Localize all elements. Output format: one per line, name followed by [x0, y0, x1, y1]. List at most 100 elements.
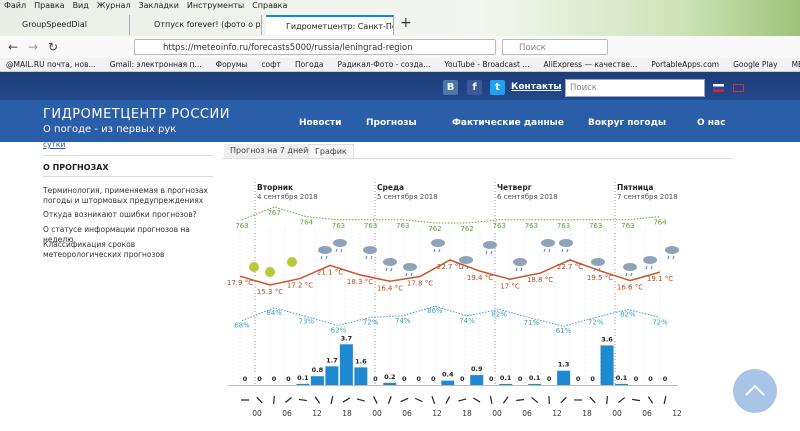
precipitation-label: 0 — [243, 375, 248, 383]
sun-icon — [249, 262, 259, 272]
precipitation-label: 3.6 — [601, 335, 613, 343]
nav-item[interactable]: Вокруг погоды — [588, 118, 666, 128]
temperature-label: 16.4 °C — [377, 284, 403, 292]
forecast-tab[interactable]: Прогноз на 7 дней — [224, 144, 315, 158]
temperature-label: 17.9 °C — [227, 279, 253, 287]
bookmark[interactable]: Gmail: электронная п... — [109, 60, 202, 69]
site-search[interactable]: Поиск — [565, 79, 705, 97]
wind-arrow — [589, 396, 596, 404]
flag-en[interactable] — [733, 84, 744, 92]
wind-arrow — [330, 395, 334, 405]
rain-icon — [520, 267, 523, 272]
nav-item[interactable]: Прогнозы — [366, 118, 417, 128]
menu-item[interactable]: Закладки — [138, 1, 179, 10]
humidity-label: 73% — [299, 318, 315, 326]
contacts-link[interactable]: Контакты — [511, 82, 562, 92]
twitter-icon[interactable]: t — [490, 80, 505, 95]
wind-arrow — [560, 396, 567, 404]
nav-item[interactable]: Новости — [299, 118, 342, 128]
precipitation-label: 0 — [431, 375, 436, 383]
flag-ru[interactable] — [713, 84, 724, 92]
bookmark[interactable]: @MAIL.RU почта, нов... — [6, 60, 96, 69]
temperature-label: 17.2 °C — [287, 282, 313, 290]
hour-label: 06 — [522, 409, 532, 418]
menu-item[interactable]: Вид — [72, 1, 89, 10]
hour-label: 06 — [402, 409, 412, 418]
bookmark[interactable]: Форумы — [215, 60, 248, 69]
humidity-label: 74% — [459, 317, 475, 325]
divider — [222, 158, 732, 159]
facebook-icon[interactable]: f — [467, 80, 482, 95]
bookmark[interactable]: Google Play — [733, 60, 778, 69]
cloud-icon — [541, 239, 555, 247]
sidebar-link[interactable]: Терминология, применяемая в прогнозах по… — [43, 186, 208, 205]
menu-item[interactable]: Журнал — [96, 1, 131, 10]
hour-label: 12 — [312, 409, 322, 418]
sidebar-link[interactable]: сутки — [43, 140, 66, 149]
wind-arrow — [356, 398, 365, 402]
wind-arrow — [314, 396, 321, 404]
humidity-line — [241, 305, 661, 327]
scroll-top-button[interactable] — [733, 369, 777, 413]
sidebar-link[interactable]: Классификация сроков метеорологических п… — [43, 240, 165, 259]
menu-item[interactable]: Файл — [4, 1, 27, 10]
new-tab[interactable]: + — [400, 15, 412, 31]
tab-active[interactable]: Гидрометцентр: Санкт-Петер — [266, 15, 394, 35]
menu-item[interactable]: Инструменты — [186, 1, 245, 10]
nav-item[interactable]: Фактические данные — [452, 118, 564, 128]
pressure-line — [241, 206, 661, 224]
bookmark[interactable]: MEGA — [791, 60, 800, 69]
forecast-tab-active[interactable]: График — [308, 144, 354, 159]
url-bar[interactable]: https://meteoinfo.ru/forecasts5000/russi… — [134, 39, 496, 55]
pressure-label: 763 — [525, 222, 538, 230]
rain-icon — [405, 272, 408, 277]
rain-icon — [485, 250, 488, 255]
precipitation-label: 0 — [489, 375, 494, 383]
menu-item[interactable]: Справка — [252, 1, 288, 10]
cloud-icon — [513, 258, 527, 266]
precipitation-bar — [296, 383, 310, 385]
rain-icon — [438, 248, 441, 253]
site-subtitle: О погоде - из первых рук — [43, 124, 177, 135]
rain-icon — [645, 265, 648, 270]
precipitation-label: 3.7 — [341, 334, 353, 342]
cloud-icon — [403, 263, 417, 271]
browser-search[interactable]: Поиск — [502, 39, 608, 55]
humidity-label: 61% — [556, 327, 572, 335]
cloud-icon — [591, 258, 605, 266]
rain-icon — [625, 272, 628, 277]
rain-icon — [390, 267, 393, 272]
sidebar-link[interactable]: О статусе информации прогнозов на неделю — [43, 225, 190, 244]
cloud-icon — [623, 263, 637, 271]
rain-icon — [515, 267, 518, 272]
rain-icon — [561, 248, 564, 253]
wind-arrow — [298, 398, 307, 402]
hour-label: 18 — [582, 409, 592, 418]
bookmark[interactable]: софт — [261, 60, 281, 69]
sidebar-link[interactable]: Откуда возникают ошибки прогнозов? — [43, 210, 197, 219]
vk-icon[interactable]: B — [443, 80, 458, 95]
reload-button[interactable]: ↻ — [48, 40, 59, 54]
bookmark[interactable]: PortableApps.com — [651, 60, 720, 69]
bookmark[interactable]: AliExpress — качестве... — [543, 60, 638, 69]
temperature-label: 17 °C — [500, 282, 520, 290]
bookmark[interactable]: Погода — [294, 60, 324, 69]
menu-item[interactable]: Правка — [34, 1, 65, 10]
rain-icon — [433, 248, 436, 253]
wind-arrow — [473, 397, 481, 403]
forward-button[interactable]: → — [28, 40, 39, 54]
precipitation-label: 0 — [272, 375, 277, 383]
hour-label: 00 — [612, 409, 622, 418]
tab[interactable]: GroupSpeedDial — [2, 15, 130, 35]
bookmark[interactable]: Радикал-Фото - созда... — [337, 60, 431, 69]
cloud-icon — [383, 258, 397, 266]
tab[interactable]: Отпуск forever! (фото о рыба — [134, 15, 262, 35]
hour-label: 06 — [282, 409, 292, 418]
back-button[interactable]: ← — [8, 40, 19, 54]
rain-icon — [566, 248, 569, 253]
sidebar-heading: О ПРОГНОЗАХ — [43, 163, 213, 177]
nav-item[interactable]: О нас — [697, 118, 726, 128]
rain-icon — [325, 255, 328, 260]
bookmark[interactable]: YouTube - Broadcast ... — [444, 60, 530, 69]
